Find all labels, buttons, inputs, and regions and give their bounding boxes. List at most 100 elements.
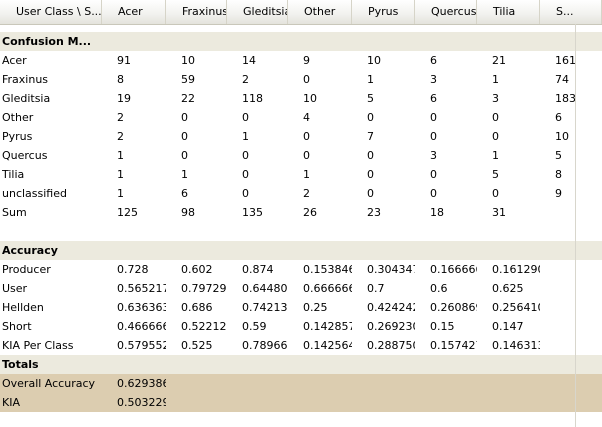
table-cell: 0.7896622	[242, 339, 288, 352]
column-header[interactable]: Other	[288, 0, 352, 24]
row-label: Gleditsia	[2, 92, 51, 105]
table-cell: 0.1666667	[430, 263, 477, 276]
table-cell: 0.6293860	[117, 377, 166, 390]
table-cell: 0.25	[303, 301, 328, 314]
table-cell: 9	[555, 187, 562, 200]
table-cell: 0	[242, 168, 249, 181]
table-cell: 0.6448087	[242, 282, 288, 295]
table-cell: 0.874	[242, 263, 274, 276]
table-cell: 19	[117, 92, 131, 105]
table-cell: 0	[181, 111, 188, 124]
table-cell: 0.602	[181, 263, 213, 276]
column-header[interactable]: Fraxinus	[166, 0, 227, 24]
table-cell: 0.1463134	[492, 339, 540, 352]
table-cell: 0	[492, 130, 499, 143]
column-header[interactable]: Acer	[102, 0, 166, 24]
table-cell: 0	[492, 187, 499, 200]
table-cell: 0.147	[492, 320, 524, 333]
table-cell: 3	[430, 73, 437, 86]
table-cell: 0	[303, 149, 310, 162]
table-cell: 1	[303, 168, 310, 181]
section-title: Totals	[2, 358, 39, 371]
table-cell: 21	[492, 54, 506, 67]
totals-row: KIA 0.5032295	[0, 393, 602, 412]
table-cell: 10	[555, 130, 569, 143]
table-cell: 0	[242, 187, 249, 200]
section-title: Confusion M...	[2, 35, 92, 48]
table-cell: 0.5795525	[117, 339, 166, 352]
column-header[interactable]: User Class \ S...	[0, 0, 102, 24]
table-cell: 5	[492, 168, 499, 181]
section-header: Accuracy	[0, 241, 602, 260]
table-cell: 22	[181, 92, 195, 105]
table-cell: 3	[492, 92, 499, 105]
table-cell: 0	[367, 168, 374, 181]
table-cell: 0	[430, 130, 437, 143]
column-header[interactable]: Quercus	[415, 0, 477, 24]
row-label: Short	[2, 320, 32, 333]
table-row: Fraxinus 8 59 2 0 1 3 1 74	[0, 70, 602, 89]
table-row: KIA Per Class 0.5795525 0.525 0.7896622 0.14…	[0, 336, 602, 355]
table-cell: 23	[367, 206, 381, 219]
row-label: Producer	[2, 263, 51, 276]
row-label: Hellden	[2, 301, 44, 314]
totals-row: Overall Accuracy 0.6293860	[0, 374, 602, 393]
table-cell: 0.2564103	[492, 301, 540, 314]
table-cell: 0.2692308	[367, 320, 415, 333]
table-cell: 3	[430, 149, 437, 162]
row-label: Tilia	[2, 168, 25, 181]
table-cell: 74	[555, 73, 569, 86]
table-cell: 0.3043478	[367, 263, 415, 276]
table-cell: 1	[367, 73, 374, 86]
table-cell: 0.1538462	[303, 263, 352, 276]
table-cell: 0.1612903	[492, 263, 540, 276]
table-cell: 0	[303, 130, 310, 143]
table-cell: 31	[492, 206, 506, 219]
table-cell: 2	[303, 187, 310, 200]
table-cell: 10	[181, 54, 195, 67]
table-cell: 8	[117, 73, 124, 86]
table-cell: 0.6666667	[303, 282, 352, 295]
column-header[interactable]: Gleditsia	[227, 0, 288, 24]
column-header[interactable]: S...	[540, 0, 602, 24]
table-cell: 0	[430, 187, 437, 200]
table-cell: 8	[555, 168, 562, 181]
table-cell: 0	[430, 111, 437, 124]
table-cell: 0.6	[430, 282, 448, 295]
table-cell: 161	[555, 54, 576, 67]
column-header-bar: User Class \ S... Acer Fraxinus Gleditsia Ot…	[0, 0, 602, 25]
table-row: User 0.5652174 0.7972973 0.6448087 0.6666667…	[0, 279, 602, 298]
table-cell: 0.1428571	[303, 320, 352, 333]
table-cell: 0.5032295	[117, 396, 166, 409]
table-row: Hellden 0.6363636 0.686 0.7421384 0.25 0.4242…	[0, 298, 602, 317]
table-row: Gleditsia 19 22 118 10 5 6 3 183	[0, 89, 602, 108]
table-row: Sum 125 98 135 26 23 18 31	[0, 203, 602, 222]
table-cell: 125	[117, 206, 138, 219]
table-cell: 1	[117, 187, 124, 200]
table-cell: 18	[430, 206, 444, 219]
table-cell: 135	[242, 206, 263, 219]
section-header: Confusion M...	[0, 32, 602, 51]
table-row: Pyrus 2 0 1 0 7 0 0 10	[0, 127, 602, 146]
column-header[interactable]: Tilia	[477, 0, 540, 24]
row-label: Overall Accuracy	[2, 377, 96, 390]
section-title: Accuracy	[2, 244, 58, 257]
table-cell: 0.2608696	[430, 301, 477, 314]
table-cell: 0.2887502	[367, 339, 415, 352]
table-cell: 0	[303, 73, 310, 86]
table-cell: 1	[492, 149, 499, 162]
table-cell: 0.59	[242, 320, 267, 333]
column-header[interactable]: Pyrus	[352, 0, 415, 24]
table-row: Other 2 0 0 4 0 0 0 6	[0, 108, 602, 127]
row-label: Fraxinus	[2, 73, 49, 86]
table-cell: 91	[117, 54, 131, 67]
table-cell: 0	[430, 168, 437, 181]
table-cell: 0.728	[117, 263, 149, 276]
table-cell: 0.7421384	[242, 301, 288, 314]
table-cell: 0.6363636	[117, 301, 166, 314]
table-cell: 0	[242, 149, 249, 162]
table-row: Producer 0.728 0.602 0.874 0.1538462 0.304347…	[0, 260, 602, 279]
table-cell: 0.625	[492, 282, 524, 295]
row-label: KIA	[2, 396, 20, 409]
table-cell: 6	[181, 187, 188, 200]
